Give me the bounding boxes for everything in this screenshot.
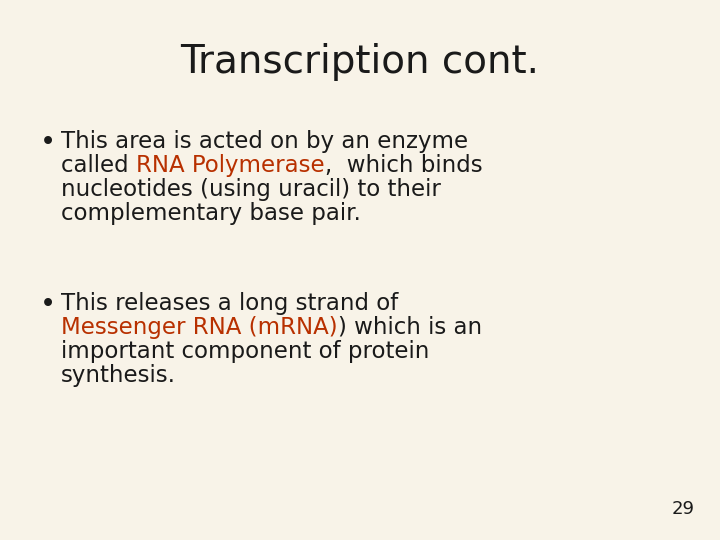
Text: complementary base pair.: complementary base pair. bbox=[61, 201, 361, 225]
Text: RNA Polymerase: RNA Polymerase bbox=[136, 153, 325, 177]
Text: 29: 29 bbox=[672, 501, 695, 518]
Text: nucleotides (using uracil) to their: nucleotides (using uracil) to their bbox=[61, 178, 441, 200]
Text: Transcription cont.: Transcription cont. bbox=[181, 43, 539, 81]
Text: ) which is an: ) which is an bbox=[338, 315, 482, 339]
Text: This area is acted on by an enzyme: This area is acted on by an enzyme bbox=[61, 130, 468, 153]
Text: This releases a long strand of: This releases a long strand of bbox=[61, 292, 398, 315]
Text: Messenger RNA (mRNA): Messenger RNA (mRNA) bbox=[61, 315, 338, 339]
Text: •: • bbox=[40, 292, 55, 318]
Text: •: • bbox=[40, 130, 55, 156]
Text: important component of protein: important component of protein bbox=[61, 340, 430, 362]
Text: ,  which binds: , which binds bbox=[325, 153, 482, 177]
Text: synthesis.: synthesis. bbox=[61, 363, 176, 387]
Text: called: called bbox=[61, 153, 136, 177]
